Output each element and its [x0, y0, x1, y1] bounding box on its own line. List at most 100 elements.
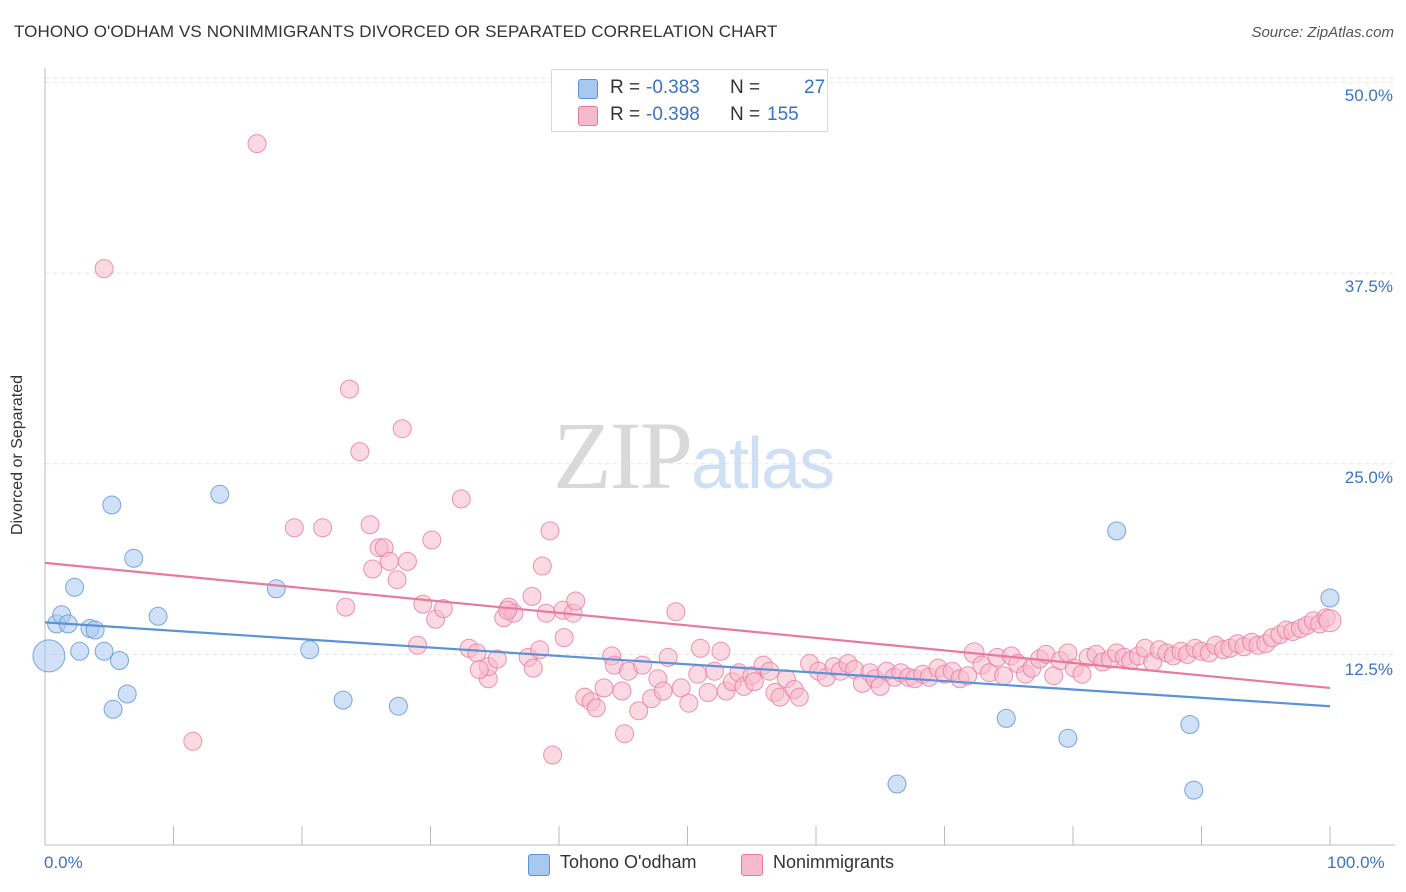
data-point [1072, 664, 1092, 684]
data-point [70, 641, 90, 661]
data-point [65, 577, 85, 597]
data-point [360, 515, 380, 535]
data-point [247, 134, 267, 154]
data-point [284, 518, 304, 538]
chart-title: TOHONO O'ODHAM VS NONIMMIGRANTS DIVORCED… [14, 22, 778, 41]
bottom-legend-label: Nonimmigrants [773, 852, 895, 872]
legend-r-label: R = [610, 77, 641, 98]
data-point [1107, 521, 1127, 541]
data-point [1320, 588, 1340, 608]
chart-source: Source: ZipAtlas.com [1251, 24, 1394, 41]
data-point [994, 666, 1014, 686]
data-point [671, 678, 691, 698]
legend-n-label: N = [730, 77, 761, 98]
data-point [387, 570, 407, 590]
data-point [666, 602, 686, 622]
data-point [566, 591, 586, 611]
legend-swatch-tohono [578, 79, 598, 99]
data-point [487, 649, 507, 669]
data-point [996, 708, 1016, 728]
data-point [789, 687, 809, 707]
data-point [413, 594, 433, 614]
data-point [388, 696, 408, 716]
data-point [594, 678, 614, 698]
data-point [1318, 609, 1342, 633]
data-point [422, 530, 442, 550]
data-point [615, 724, 634, 744]
data-point [540, 521, 560, 541]
bottom-legend-label: Tohono O'odham [560, 852, 697, 872]
data-point [522, 586, 542, 606]
legend-n-value: 155 [767, 104, 799, 125]
data-point [554, 628, 574, 648]
data-point [110, 651, 129, 670]
data-point [1184, 780, 1204, 800]
data-point [379, 551, 399, 571]
legend-swatch-nonimmigrants [578, 106, 598, 126]
y-axis-label: Divorced or Separated [9, 374, 26, 536]
data-point [532, 556, 552, 576]
data-point [94, 259, 114, 279]
y-tick-label: 12.5% [1344, 660, 1393, 679]
legend-r-value: -0.383 [646, 77, 700, 98]
data-point [629, 701, 649, 721]
data-point [392, 419, 412, 439]
watermark-atlas: atlas [691, 424, 835, 504]
data-point [94, 641, 114, 661]
data-point [433, 599, 453, 619]
trend-line [44, 621, 1331, 708]
legend-r-label: R = [610, 104, 641, 125]
data-point [612, 681, 632, 701]
data-point [333, 690, 353, 710]
data-point [313, 518, 333, 538]
data-point [363, 559, 383, 579]
data-point [1058, 728, 1078, 748]
data-point [498, 600, 518, 620]
y-tick-label: 37.5% [1344, 277, 1393, 296]
data-point [340, 379, 359, 399]
watermark: ZIPatlas [553, 400, 835, 511]
data-point [698, 683, 718, 702]
data-point [690, 638, 710, 658]
data-point [469, 660, 489, 680]
x-tick-label-max: 100.0% [1327, 853, 1385, 872]
bottom-legend-swatch-tohono [528, 854, 550, 876]
bottom-legend-swatch-nonimmigrants [741, 854, 763, 876]
data-point [958, 666, 978, 686]
data-point [451, 489, 471, 509]
trend-line [44, 561, 1331, 690]
data-point [586, 698, 606, 718]
data-point [397, 551, 417, 571]
data-point [887, 774, 907, 794]
legend-n-value: 27 [804, 77, 826, 98]
data-point [760, 661, 780, 681]
data-point [300, 640, 320, 660]
data-point [117, 684, 137, 704]
data-point [32, 639, 66, 673]
data-point [124, 548, 144, 568]
y-tick-label: 50.0% [1344, 86, 1393, 105]
x-tick-label-min: 0.0% [44, 853, 83, 872]
data-point [633, 655, 652, 675]
data-point [350, 442, 370, 462]
data-point [102, 495, 122, 515]
data-point [103, 699, 123, 719]
data-point [148, 606, 168, 626]
data-point [653, 681, 673, 701]
watermark-zip: ZIP [553, 402, 693, 509]
data-point [688, 664, 708, 684]
data-point [85, 620, 105, 640]
legend-r-value: -0.398 [646, 104, 700, 125]
data-point [744, 672, 764, 692]
data-point [266, 579, 286, 599]
legend-n-label: N = [730, 104, 761, 125]
data-point [711, 641, 731, 661]
data-point [1180, 715, 1200, 734]
data-point [679, 693, 699, 713]
correlation-legend: R = -0.383 N = 27 R = -0.398 N = 155 [551, 69, 828, 132]
data-point [523, 658, 543, 678]
data-point [210, 484, 230, 504]
data-point [183, 731, 203, 751]
y-tick-label: 25.0% [1344, 468, 1393, 487]
